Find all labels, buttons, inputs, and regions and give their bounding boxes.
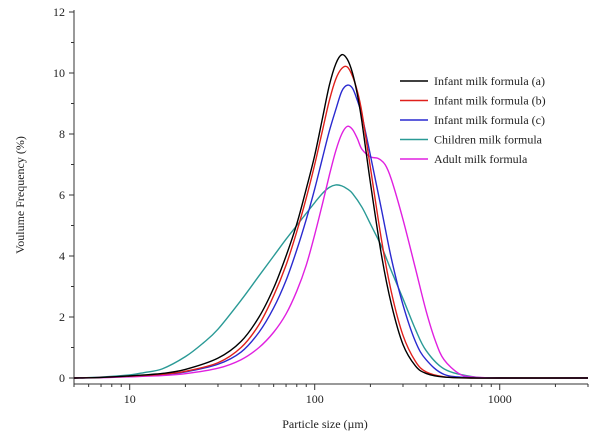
y-tick-label: 8 xyxy=(59,127,65,141)
legend-label: Infant milk formula (a) xyxy=(434,74,545,88)
legend-label: Children milk formula xyxy=(434,133,543,147)
series-line-4 xyxy=(73,125,589,379)
y-tick-label: 10 xyxy=(53,66,65,80)
y-tick-label: 2 xyxy=(59,310,65,324)
y-axis-title: Voulume Frequency (%) xyxy=(13,136,27,254)
y-tick-label: 4 xyxy=(59,249,65,263)
series-lines xyxy=(73,53,589,379)
series-line-1 xyxy=(73,65,588,379)
y-tick-label: 12 xyxy=(53,5,65,19)
legend-label: Infant milk formula (c) xyxy=(434,113,545,127)
x-tick-label: 10 xyxy=(124,392,136,406)
legend-label: Infant milk formula (b) xyxy=(434,94,546,108)
series-line-0 xyxy=(73,53,588,379)
x-tick-label: 100 xyxy=(306,392,324,406)
x-tick-label: 1000 xyxy=(488,392,512,406)
x-axis-title: Particle size (µm) xyxy=(282,417,368,431)
x-axis: 10 100 1000 xyxy=(73,383,589,406)
series-line-3 xyxy=(73,184,589,379)
series-line-2 xyxy=(73,84,589,379)
y-axis: 0 2 4 6 8 10 12 xyxy=(53,5,75,385)
y-tick-label: 0 xyxy=(59,371,65,385)
legend-label: Adult milk formula xyxy=(434,152,528,166)
legend: Infant milk formula (a) Infant milk formu… xyxy=(400,74,546,166)
y-tick-label: 6 xyxy=(59,188,65,202)
